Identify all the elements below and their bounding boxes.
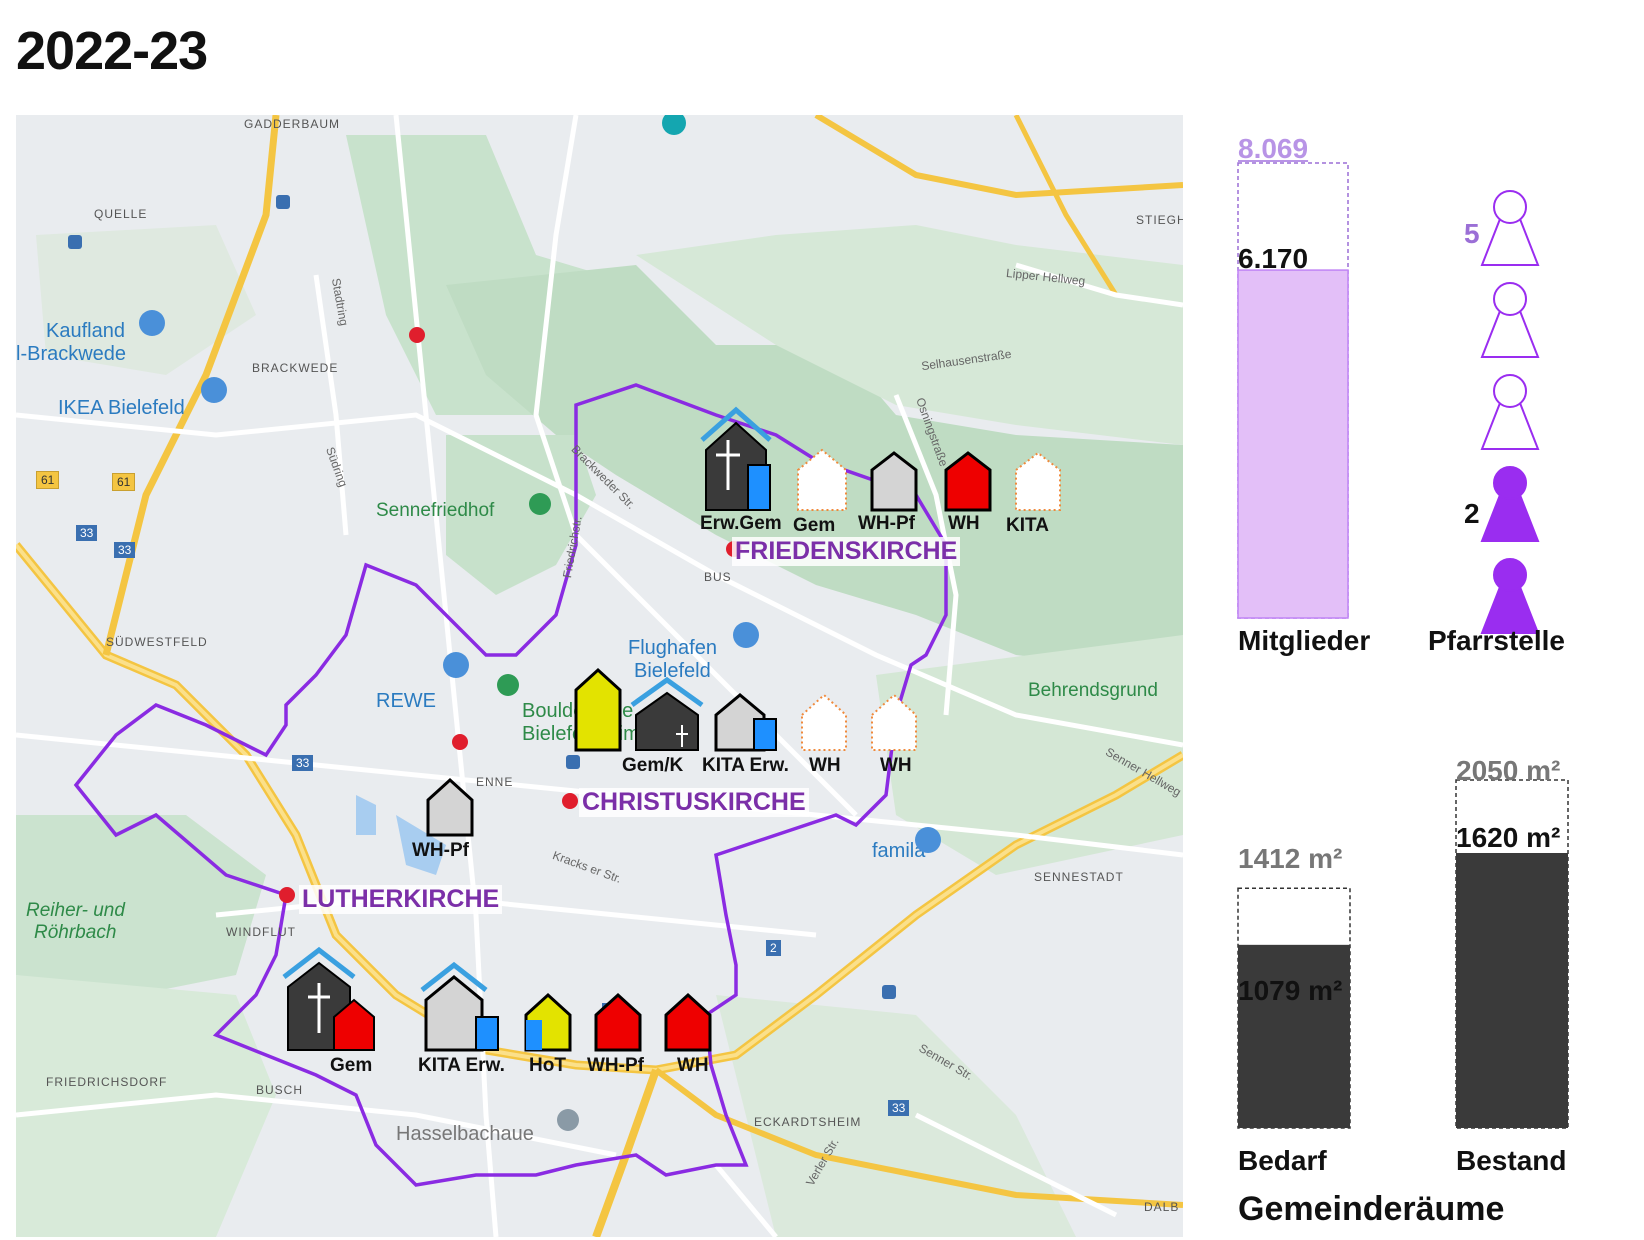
place-label: GADDERBAUM: [244, 117, 341, 131]
road-shield: 33: [76, 525, 98, 541]
poi-label: Boulderhalle: [522, 700, 634, 722]
poi-label: l-Brackwede: [16, 343, 127, 365]
building-label: Gem: [793, 515, 836, 536]
members-axis-label: Mitglieder: [1238, 625, 1371, 656]
place-label: WINDFLUT: [226, 925, 296, 939]
side-charts: [1237, 162, 1569, 1129]
pastor-total-label: 5: [1464, 218, 1480, 249]
page-title: 2022-23: [16, 21, 208, 81]
building-label: WH: [809, 755, 841, 776]
building-label: HoT: [529, 1055, 566, 1076]
pastor-axis-label: Pfarrstelle: [1428, 625, 1565, 656]
members-current-bar: [1237, 269, 1349, 619]
poi-label: Hasselbachaue: [396, 1123, 534, 1145]
pastor-filled-icon: [1480, 466, 1540, 542]
poi-label: Flughafen: [628, 637, 717, 659]
rooms-chart-title: Gemeinderäume: [1238, 1190, 1505, 1228]
pastor-empty-icon: [1480, 374, 1540, 450]
poi-label: REWE: [376, 690, 436, 712]
place-label: BUS: [704, 570, 732, 584]
church-label-lutherkirche[interactable]: LUTHERKIRCHE: [299, 885, 503, 914]
road-shield: 61: [112, 473, 136, 491]
place-label: BRACKWEDE: [252, 361, 339, 375]
building-label: KITA Erw.: [702, 755, 789, 776]
poi-label: Bielefeld climb: [522, 723, 651, 745]
rooms-current-bar: [1238, 944, 1350, 1128]
place-label: ECKARDTSHEIM: [754, 1115, 862, 1129]
map[interactable]: GADDERBAUM QUELLE BRACKWEDE SÜDWESTFELD …: [16, 115, 1183, 1237]
green-area-label: Röhrbach: [34, 922, 117, 943]
road-shield: 33: [292, 755, 314, 771]
building-label: KITA: [1006, 515, 1049, 536]
road-shield: 33: [602, 1003, 624, 1019]
rooms-bedarf-max-label: 1412 m²: [1238, 843, 1343, 874]
building-label: WH-Pf: [412, 840, 469, 861]
building-label: Gem: [330, 1055, 373, 1076]
church-label-christuskirche[interactable]: CHRISTUSKIRCHE: [579, 788, 809, 817]
building-label: WH: [880, 755, 912, 776]
road-shield: 33: [114, 542, 136, 558]
pastor-filled-label: 2: [1464, 498, 1480, 529]
building-label: WH-Pf: [587, 1055, 644, 1076]
pastor-filled-icon: [1480, 558, 1540, 634]
church-label-friedenskirche[interactable]: FRIEDENSKIRCHE: [732, 537, 961, 566]
rooms-bestand-max-label: 2050 m²: [1456, 755, 1561, 786]
green-area-label: Reiher- und: [26, 900, 125, 921]
poi-label: Bielefeld: [634, 660, 711, 682]
building-label: WH: [948, 513, 980, 534]
road-shield: 61: [36, 471, 60, 489]
green-area-label: Behrendsgrund: [1028, 680, 1158, 701]
rooms-category-bestand: Bestand: [1456, 1145, 1567, 1176]
members-max-label: 8.069: [1238, 133, 1309, 164]
rooms-current-bar: [1456, 852, 1568, 1128]
place-label: FRIEDRICHSDORF: [46, 1075, 168, 1089]
place-label: ENNE: [476, 775, 514, 789]
building-label: WH-Pf: [858, 513, 915, 534]
place-label: SÜDWESTFELD: [106, 635, 208, 649]
map-base: [16, 115, 1183, 1237]
building-label: WH: [677, 1055, 709, 1076]
road-shield: 2: [766, 940, 781, 956]
poi-label: Kaufland: [46, 320, 125, 342]
road-shield: 33: [888, 1100, 910, 1116]
rooms-bedarf-current-label: 1079 m²: [1238, 975, 1343, 1006]
rooms-category-bedarf: Bedarf: [1238, 1145, 1327, 1176]
poi-label: IKEA Bielefeld: [58, 397, 185, 419]
building-label: Erw.Gem: [700, 513, 782, 534]
place-label: SENNESTADT: [1034, 870, 1124, 884]
poi-label: famila: [872, 840, 926, 862]
place-label: DALB: [1144, 1200, 1180, 1214]
place-label: QUELLE: [94, 207, 148, 221]
place-label: BUSCH: [256, 1083, 304, 1097]
building-label: KITA Erw.: [418, 1055, 505, 1076]
members-current-label: 6.170: [1238, 243, 1309, 274]
pastor-empty-icon: [1480, 190, 1540, 266]
rooms-bestand-current-label: 1620 m²: [1456, 822, 1561, 853]
building-label: Gem/K: [622, 755, 684, 776]
green-area-label: Sennefriedhof: [376, 500, 495, 521]
pastor-empty-icon: [1480, 282, 1540, 358]
place-label: STIEGH: [1136, 213, 1183, 227]
